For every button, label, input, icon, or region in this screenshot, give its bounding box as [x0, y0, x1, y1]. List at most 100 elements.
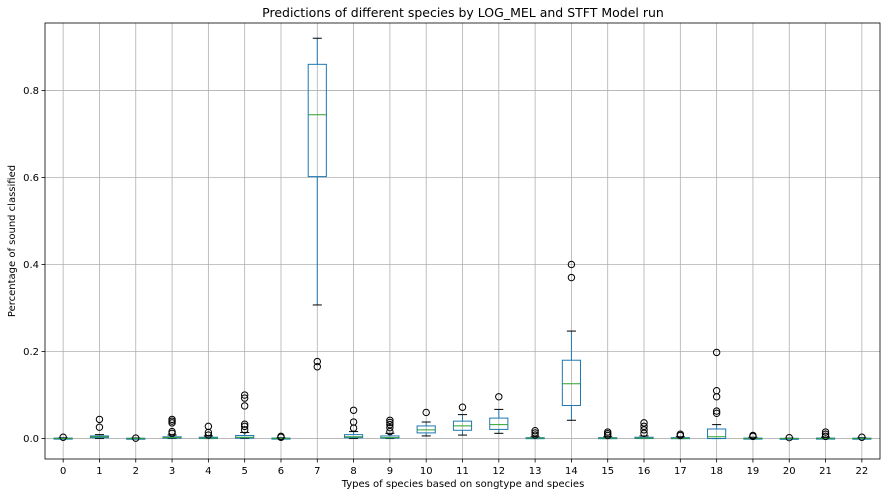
outlier-point [821, 428, 830, 436]
outlier-point [712, 409, 721, 418]
box-species-3 [162, 415, 182, 440]
box-species-10 [416, 408, 436, 437]
outlier-point [204, 431, 213, 439]
x-tick-label: 6 [278, 466, 284, 477]
outlier-point [240, 422, 249, 431]
outlier-point [458, 403, 467, 411]
box-iqr [489, 417, 509, 430]
outlier-point [531, 429, 539, 437]
x-tick-label: 8 [350, 466, 356, 477]
box-species-19 [743, 431, 763, 441]
y-tick-label: 0.6 [23, 173, 39, 184]
box-species-5 [235, 391, 255, 440]
box-species-16 [634, 419, 654, 440]
box-species-17 [670, 430, 690, 440]
box-iqr [307, 63, 327, 178]
outlier-point [640, 429, 648, 438]
x-tick-label: 20 [783, 466, 796, 477]
outlier-point [240, 394, 249, 402]
box-iqr [344, 434, 364, 439]
x-tick-label: 16 [638, 466, 651, 477]
outlier-point [95, 415, 104, 424]
outlier-point [204, 422, 213, 431]
x-tick-label: 1 [96, 466, 102, 477]
x-tick-label: 2 [133, 466, 139, 477]
outlier-point [349, 406, 358, 414]
outlier-point [531, 431, 539, 439]
outlier-point [604, 428, 612, 436]
x-tick-label: 14 [565, 466, 578, 477]
box-species-15 [598, 428, 618, 440]
x-tick-label: 13 [529, 466, 542, 477]
outlier-point [386, 420, 394, 429]
box-iqr [707, 428, 727, 440]
box-species-0 [53, 433, 73, 441]
chart-title: Predictions of different species by LOG_… [262, 5, 664, 20]
outlier-point [422, 408, 430, 417]
outlier-point [313, 363, 321, 371]
outlier-point [59, 433, 67, 441]
outlier-point [240, 420, 249, 428]
outlier-point [386, 416, 394, 424]
outlier-point [313, 357, 321, 366]
outlier-point [495, 393, 503, 401]
outlier-point [640, 422, 648, 431]
outlier-point [386, 418, 394, 427]
outlier-point [749, 431, 757, 440]
x-tick-label: 21 [819, 466, 832, 477]
x-tick-label: 11 [456, 466, 469, 477]
outlier-point [858, 433, 866, 441]
outlier-point [785, 433, 793, 442]
outlier-point [95, 423, 104, 431]
x-tick-label: 5 [241, 466, 247, 477]
x-tick-label: 18 [710, 466, 723, 477]
x-tick-label: 9 [387, 466, 393, 477]
outlier-point [168, 415, 176, 424]
box-species-18 [707, 348, 727, 440]
outlier-point [567, 260, 576, 269]
box-species-6 [271, 432, 291, 441]
x-tick-label: 19 [747, 466, 760, 477]
box-species-21 [815, 428, 836, 441]
x-tick-label: 22 [855, 466, 868, 477]
x-tick-label: 10 [420, 466, 433, 477]
x-axis-label: Types of species based on songtype and s… [341, 479, 585, 490]
outlier-point [240, 402, 249, 410]
box-species-1 [89, 415, 110, 440]
x-tick-label: 17 [674, 466, 687, 477]
outlier-point [240, 426, 249, 434]
outlier-point [821, 432, 830, 441]
y-tick-label: 0.8 [23, 86, 39, 97]
y-tick-label: 0.4 [23, 260, 39, 271]
box-species-14 [561, 260, 581, 421]
outlier-point [640, 426, 648, 434]
outlier-point [531, 427, 539, 435]
outlier-point [132, 434, 140, 442]
outlier-point [277, 432, 285, 441]
x-tick-label: 0 [60, 466, 66, 477]
outlier-point [676, 430, 685, 438]
box-species-22 [852, 433, 872, 441]
box-species-9 [380, 416, 400, 440]
y-tick-label: 0.2 [23, 347, 39, 358]
outlier-point [712, 407, 721, 415]
box-species-20 [779, 433, 799, 442]
box-species-7 [307, 37, 327, 371]
box-species-12 [489, 393, 509, 434]
outlier-point [349, 418, 358, 426]
outlier-point [821, 430, 830, 438]
ticks: 0.00.20.40.60.80 1 2 3 4 5 6 7 8 9 10 11 12 13 14 15 16 1… [23, 86, 868, 477]
outlier-point [386, 427, 394, 436]
outlier-point [712, 348, 721, 357]
y-tick-label: 0.0 [23, 434, 39, 445]
outlier-point [168, 427, 176, 436]
outlier-point [567, 273, 576, 282]
box-species-8 [344, 406, 364, 440]
outlier-point [640, 419, 648, 427]
box-iqr [561, 359, 581, 406]
x-tick-label: 15 [601, 466, 614, 477]
x-tick-label: 7 [314, 466, 320, 477]
y-axis-label: Percentage of sound classified [7, 165, 18, 317]
